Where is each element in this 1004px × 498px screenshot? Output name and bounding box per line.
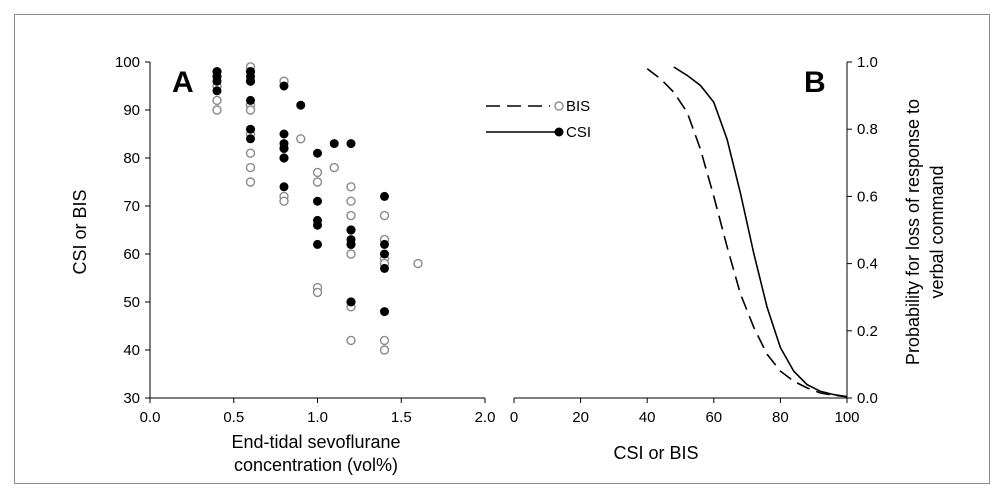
csi-point [313,148,322,158]
bis-point [312,167,323,178]
bis-curve [646,68,848,398]
legend-csi-label: CSI [566,124,591,141]
csi-point [380,307,389,317]
csi-point [279,81,289,91]
csi-point [246,95,255,105]
panel-a-letter: A [172,66,194,99]
csi-point [313,239,322,249]
panel-a-axes [149,62,485,399]
panel-a-y-tick-label: 100 [115,54,140,71]
bis-point [245,177,256,187]
csi-point [279,129,289,139]
bis-point [379,335,390,346]
csi-point [346,297,356,307]
legend-bis-marker-icon [554,101,564,111]
bis-point [379,345,390,355]
csi-point [346,225,356,235]
panel-a-points [212,62,423,355]
bis-point [346,249,356,259]
csi-point [380,263,389,273]
panel-b-x-tick-label: 40 [639,409,656,426]
panel-a-y-tick-label: 50 [123,294,140,311]
panel-b-y-tick-label: 0.4 [857,256,878,273]
bis-point [245,105,256,115]
csi-point [313,196,322,206]
csi-point [313,220,322,230]
panel-b-x-tick-label: 20 [572,409,589,426]
panel-b-letter: B [804,66,826,99]
bis-point [346,196,356,206]
panel-a-y-tick-label: 70 [123,198,140,215]
panel-b-y-tick-label: 0.8 [857,121,878,138]
panel-b-x-tick-label: 80 [772,409,789,426]
csi-point [380,191,389,201]
panel-a-y-tick-label: 30 [123,390,140,407]
csi-point [212,86,222,96]
panel-a-y-tick-label: 60 [123,246,140,263]
panel-a-y-tick-label: 40 [123,342,140,359]
panel-b-y-tick-label: 0.0 [857,390,878,407]
bis-point [346,182,356,192]
panel-b-x-tick-label: 60 [705,409,722,426]
csi-point [246,76,255,86]
bis-point [312,177,323,187]
csi-point [296,100,306,110]
panel-b-y-axis-label-line1: Probability for loss of response to [903,99,923,365]
bis-point [346,335,356,346]
bis-point [245,148,256,158]
legend-csi-marker-icon [554,127,564,137]
panel-b-y-tick-label: 0.2 [857,323,878,340]
legend-item-csi: CSI [486,124,591,141]
panel-a-x-tick-label: 0.5 [223,409,244,426]
csi-point [279,153,289,163]
csi-point [329,139,339,149]
panel-b-ticks: 0 20 40 60 80 100 0.0 0.2 0.4 0.6 0.8 1.0 [510,54,878,426]
panel-a-x-tick-label: 0.0 [140,409,161,426]
panel-b-y-axis-label-line2: verbal command [927,165,947,298]
panel-b-x-tick-label: 0 [510,409,518,426]
legend-bis-label: BIS [566,98,590,115]
csi-point [212,76,222,86]
panel-a-x-axis-label-line1: End-tidal sevoflurane [231,432,400,452]
panel-a-y-tick-label: 80 [123,150,140,167]
csi-point [346,139,356,149]
panel-a-y-tick-label: 90 [123,102,140,119]
panel-b-x-tick-label: 100 [834,409,859,426]
csi-point [346,239,356,249]
panel-a-x-tick-label: 1.5 [391,409,412,426]
bis-point [312,287,323,298]
csi-point [246,124,255,134]
panel-a-x-tick-label: 2.0 [475,409,496,426]
bis-point [346,210,356,221]
legend: BIS CSI [486,98,591,141]
bis-point [212,95,222,106]
panel-b-x-axis-label: CSI or BIS [613,443,698,463]
bis-point [245,162,256,173]
csi-point [380,239,389,249]
legend-item-bis: BIS [486,98,590,115]
panel-a-x-tick-label: 1.0 [307,409,328,426]
csi-point [279,182,289,192]
csi-point [279,143,289,153]
csi-point [246,134,255,144]
panel-b-y-tick-label: 1.0 [857,54,878,71]
panel-b-y-tick-label: 0.6 [857,188,878,205]
panel-a-ticks: 0.0 0.5 1.0 1.5 2.0 30 40 50 60 70 80 90 100 [115,54,495,426]
bis-point [212,105,222,115]
panel-a-y-axis-label: CSI or BIS [70,189,90,274]
panel-a-x-axis-label-line2: concentration (vol%) [234,455,398,475]
csi-point [380,249,389,259]
panel-b-lines [646,66,848,398]
bis-point [296,134,306,144]
panel-b-axes [514,62,848,399]
bis-point [279,196,289,206]
bis-point [413,258,423,269]
csi-curve [673,66,848,398]
bis-point [329,162,339,173]
bis-point [379,210,390,221]
figure-frame [14,14,990,484]
